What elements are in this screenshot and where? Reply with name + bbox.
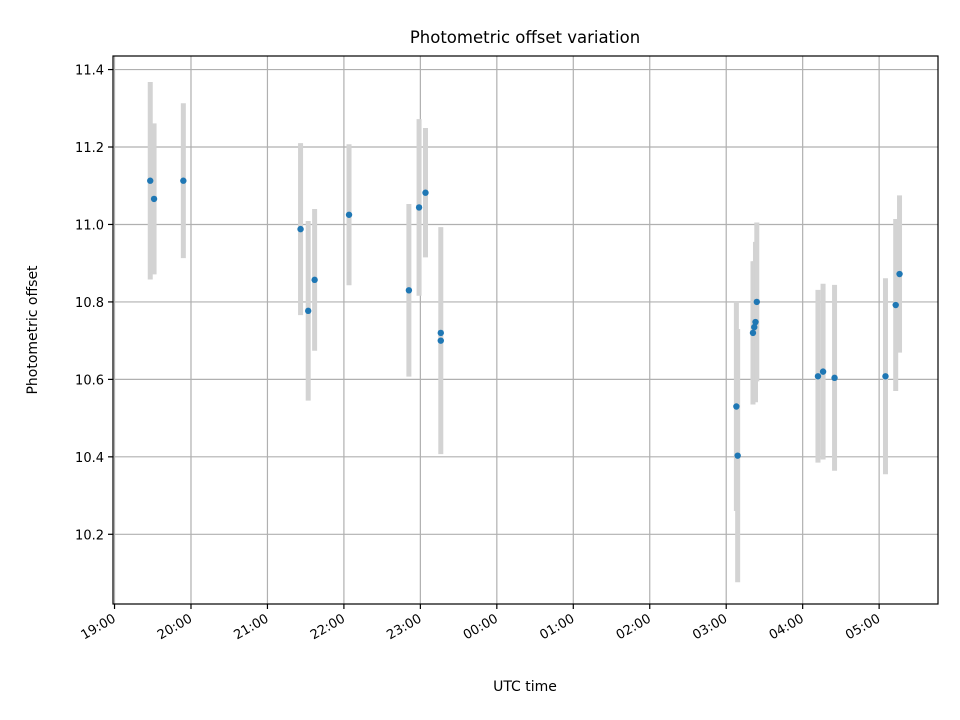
data-point bbox=[831, 374, 838, 382]
data-point bbox=[405, 287, 413, 294]
plot-frame bbox=[112, 55, 939, 605]
data-points bbox=[147, 177, 903, 459]
data-point bbox=[437, 329, 444, 337]
data-point bbox=[437, 337, 444, 344]
data-point bbox=[734, 452, 741, 459]
data-point bbox=[733, 403, 740, 410]
y-tick-label: 11.4 bbox=[75, 64, 104, 79]
y-tick-label: 10.2 bbox=[75, 528, 104, 543]
data-point bbox=[180, 177, 187, 184]
y-axis-label: Photometric offset bbox=[25, 265, 41, 395]
data-point bbox=[150, 195, 158, 203]
data-point bbox=[882, 373, 889, 380]
data-point bbox=[819, 368, 827, 375]
data-point bbox=[896, 270, 903, 278]
data-point bbox=[311, 276, 318, 284]
y-tick-label: 10.8 bbox=[75, 296, 104, 311]
data-point bbox=[753, 298, 760, 306]
data-point bbox=[305, 307, 312, 315]
y-tick-label: 10.6 bbox=[75, 373, 104, 388]
x-axis-label: UTC time bbox=[493, 679, 557, 695]
chart-title: Photometric offset variation bbox=[410, 28, 640, 47]
data-point bbox=[752, 318, 759, 326]
y-tick-label: 11.0 bbox=[75, 218, 104, 233]
data-point bbox=[345, 211, 353, 218]
grid-lines bbox=[113, 56, 938, 604]
data-point bbox=[422, 189, 429, 196]
data-point bbox=[751, 323, 758, 331]
data-point bbox=[147, 177, 154, 184]
y-tick-label: 11.2 bbox=[75, 141, 104, 156]
data-point bbox=[415, 204, 423, 211]
y-tick-label: 10.4 bbox=[75, 451, 104, 466]
data-point bbox=[814, 373, 822, 380]
data-point bbox=[297, 225, 304, 233]
data-point bbox=[749, 329, 757, 337]
data-point bbox=[892, 301, 899, 309]
y-axis-ticks: 10.2 10.4 10.6 10.8 11.0 11.2 11.4 bbox=[75, 64, 113, 543]
